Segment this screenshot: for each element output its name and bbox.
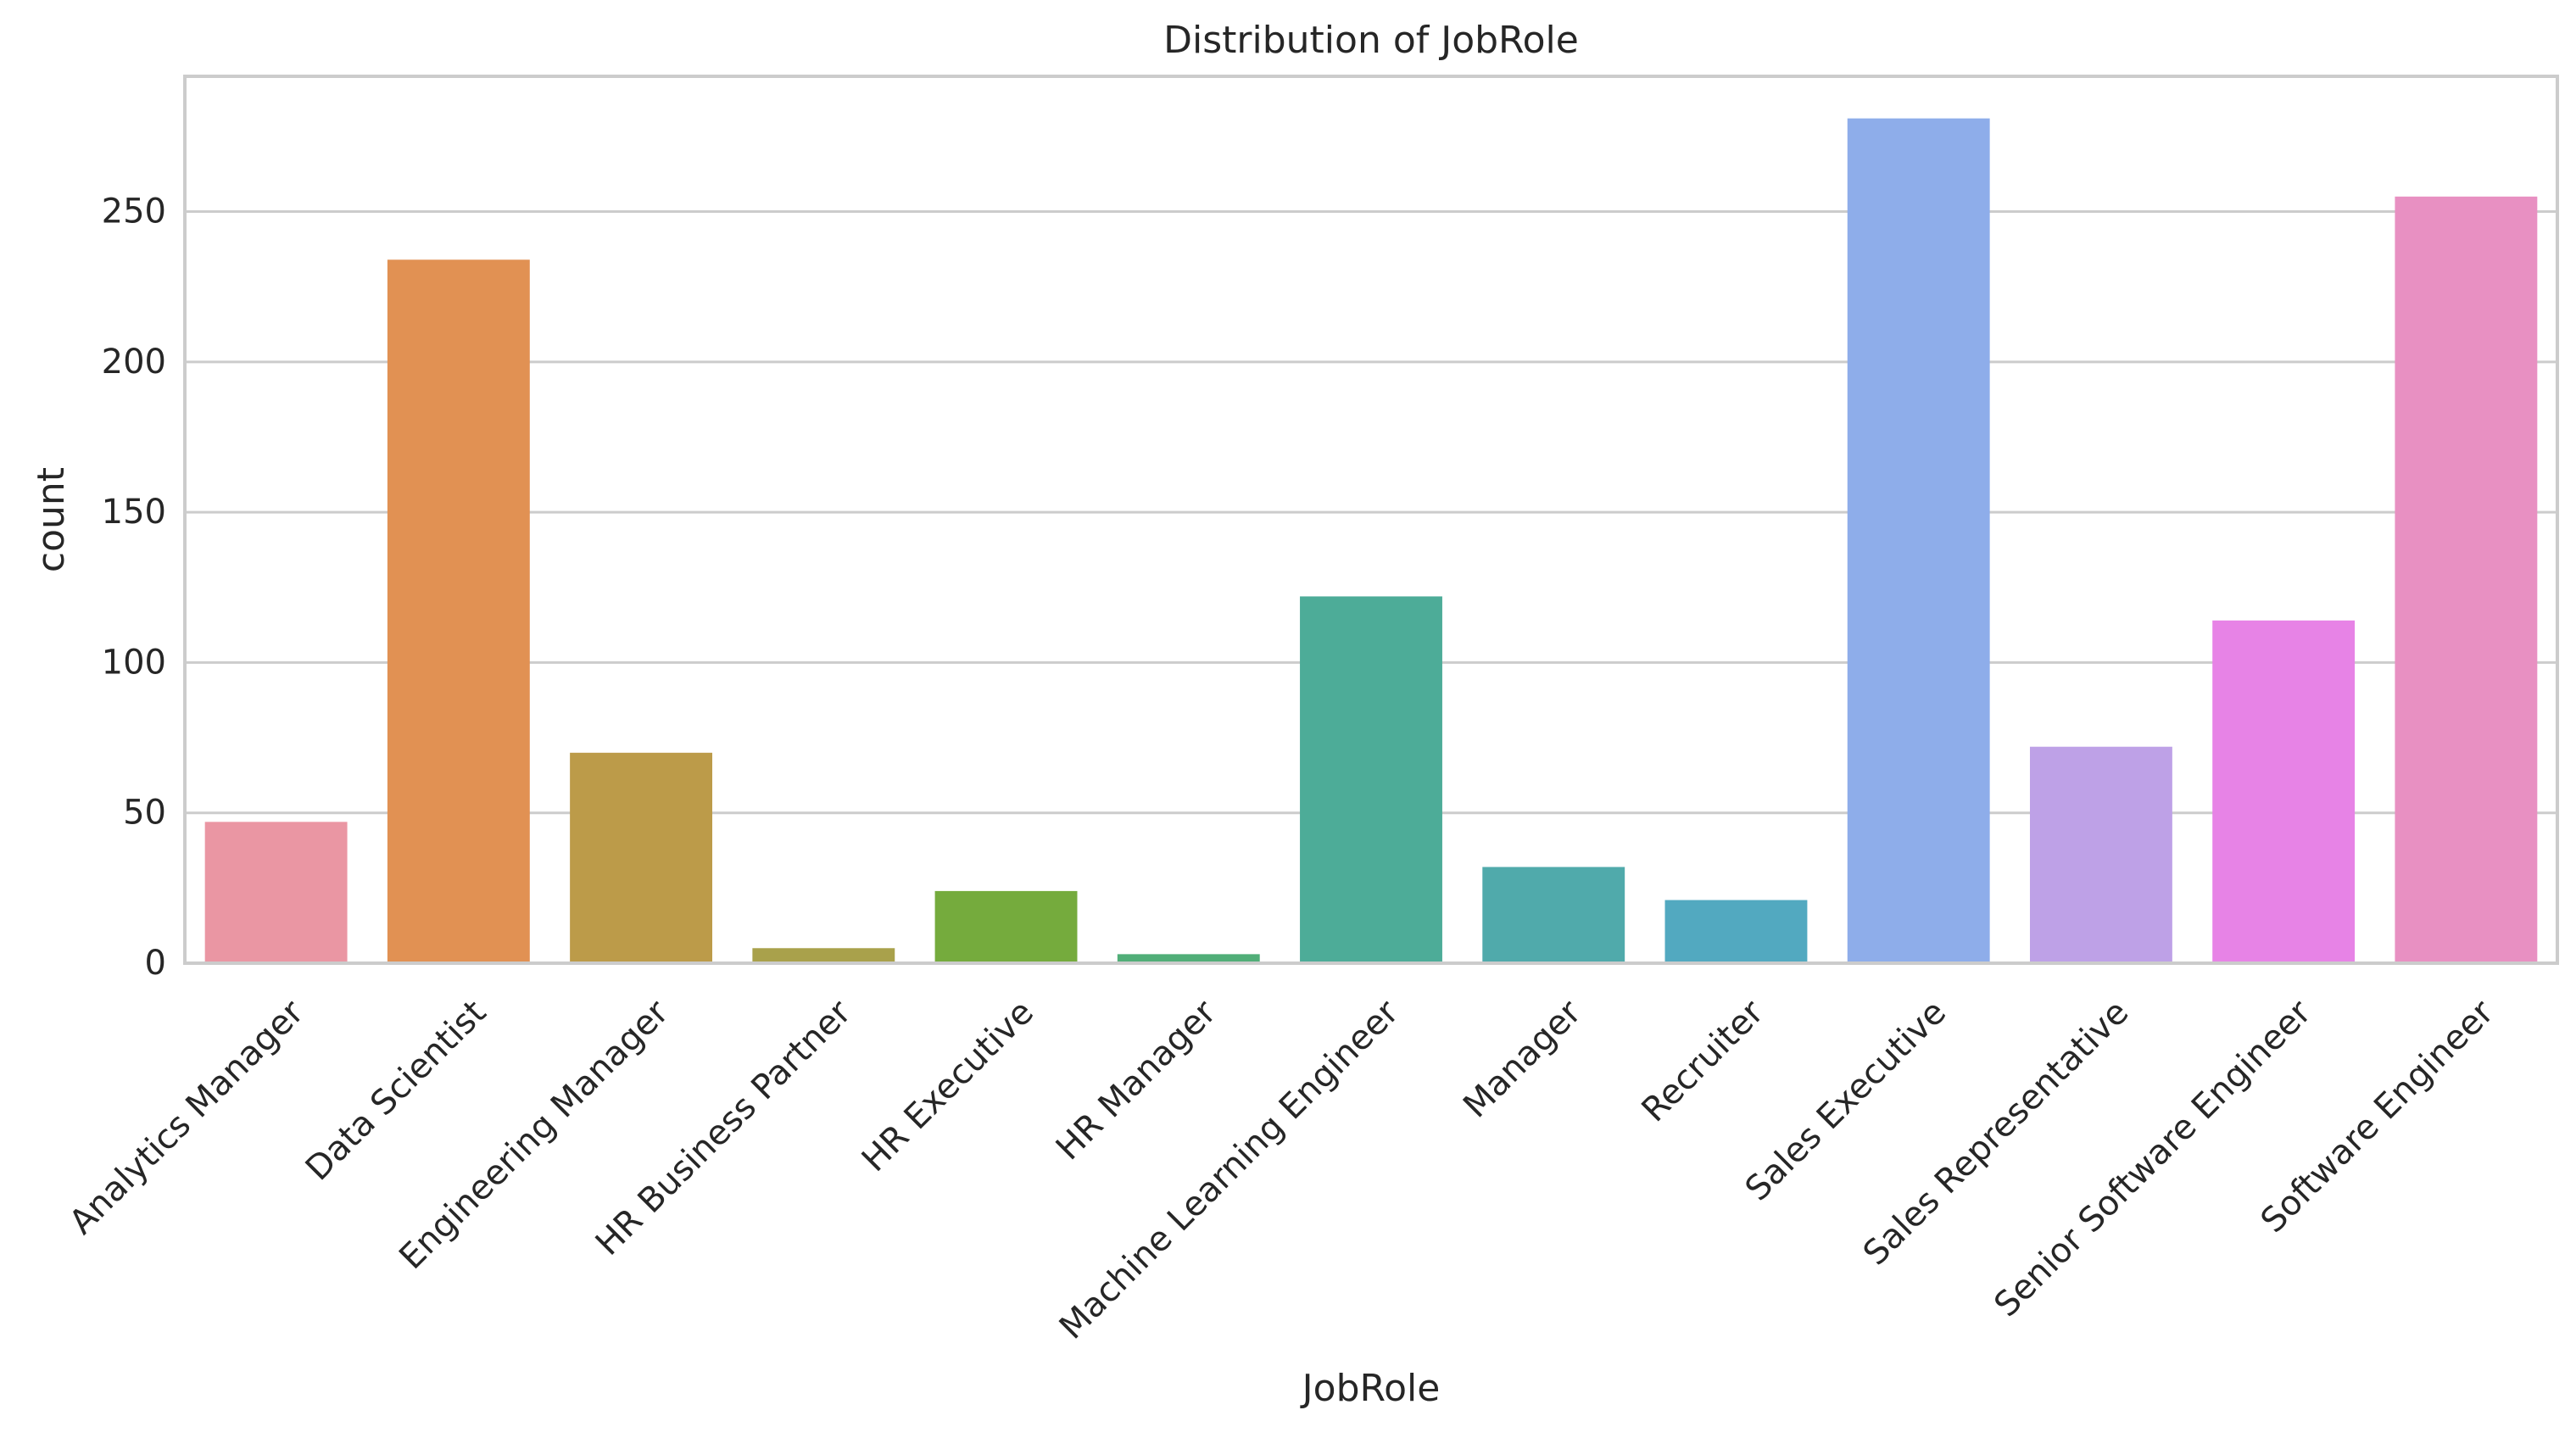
x-tick-label: Sales Executive <box>1738 993 1954 1209</box>
y-tick-label: 250 <box>102 192 166 231</box>
bar <box>570 752 713 963</box>
bar <box>2212 620 2356 963</box>
bar <box>1847 118 1990 963</box>
bar <box>2395 196 2538 963</box>
x-tick-label: Senior Software Engineer <box>1987 993 2319 1325</box>
x-tick-label: HR Manager <box>1049 993 1224 1168</box>
chart-title: Distribution of JobRole <box>1163 19 1579 62</box>
y-tick-label: 50 <box>123 794 166 833</box>
y-tick-label: 200 <box>102 343 166 382</box>
bar <box>1664 900 1808 963</box>
x-tick-label: Machine Learning Engineer <box>1052 993 1407 1347</box>
bars <box>204 118 2538 964</box>
bar <box>1482 867 1625 963</box>
bar <box>2029 746 2172 963</box>
y-tick-label: 150 <box>102 493 166 532</box>
bar <box>934 890 1078 963</box>
y-tick-label: 100 <box>102 643 166 682</box>
bar <box>1117 954 1260 963</box>
plot-frame <box>183 75 2559 965</box>
x-tick-label: HR Executive <box>855 993 1041 1179</box>
y-tick-label: 0 <box>145 944 166 983</box>
x-tick-label: Analytics Manager <box>62 993 311 1242</box>
x-tick-label: Recruiter <box>1634 993 1771 1130</box>
y-tick-labels: 0 50 100 150 200 250 <box>102 192 166 983</box>
bar <box>752 948 895 963</box>
y-axis-label: count <box>30 467 73 572</box>
bar <box>204 822 348 963</box>
x-tick-label: Data Scientist <box>298 993 494 1189</box>
x-axis-label: JobRole <box>1300 1367 1441 1410</box>
bar <box>387 259 530 964</box>
bar <box>1300 596 1442 963</box>
x-tick-label: Manager <box>1456 993 1589 1126</box>
